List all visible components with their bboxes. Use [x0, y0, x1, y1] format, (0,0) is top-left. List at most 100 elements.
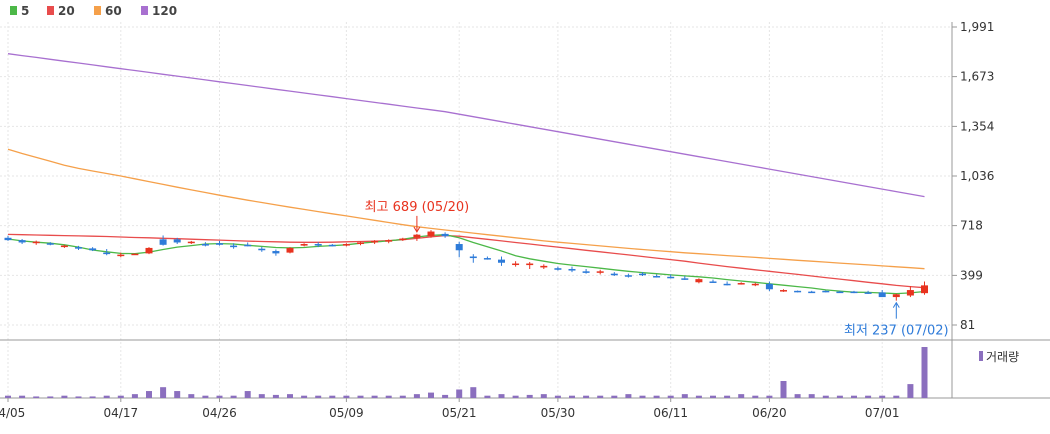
candle-body [89, 248, 97, 251]
volume-bar [597, 395, 604, 398]
volume-bar [103, 395, 110, 398]
y-tick-label: 718 [960, 219, 983, 233]
x-tick-label: 04/05 [0, 406, 25, 420]
volume-bar [329, 395, 336, 398]
volume-bar [484, 395, 491, 398]
volume-bar [413, 394, 420, 398]
candle-body [187, 241, 195, 244]
candle-body [921, 285, 928, 294]
x-tick-label: 05/09 [329, 406, 364, 420]
candle-body [201, 244, 209, 246]
volume-bar [681, 394, 688, 398]
candle-body [892, 294, 900, 298]
volume-bar [146, 391, 152, 398]
candle-body [568, 268, 576, 271]
candle-body [371, 240, 379, 243]
volume-bar [921, 347, 928, 398]
candle-body [780, 290, 787, 292]
candle-body [441, 233, 449, 237]
svg-text:120: 120 [152, 4, 177, 18]
volume-bar [865, 395, 872, 398]
candle-body [300, 244, 308, 246]
y-tick-label: 1,991 [960, 20, 994, 34]
volume-bar [442, 394, 449, 398]
candle-body [765, 283, 773, 290]
svg-text:20: 20 [58, 4, 75, 18]
volume-bar [216, 395, 223, 398]
legend-item-ma5[interactable]: 5 [10, 4, 29, 18]
volume-bar [301, 395, 308, 398]
volume-bar [272, 394, 279, 398]
candle-body [399, 238, 407, 241]
candle-body [864, 292, 872, 294]
volume-bar [512, 395, 519, 398]
volume-bar [724, 395, 731, 398]
volume-bar [174, 391, 181, 398]
volume-bar [202, 395, 209, 398]
candle-body [357, 242, 364, 245]
x-tick-label: 04/17 [104, 406, 139, 420]
candle-body [413, 234, 421, 238]
legend-item-ma60[interactable]: 60 [94, 4, 122, 18]
volume-bar [794, 394, 801, 398]
volume-bar [160, 387, 167, 398]
legend-item-ma120[interactable]: 120 [141, 4, 177, 18]
volume-bar [456, 389, 463, 398]
volume-bar [470, 387, 477, 398]
volume-bar [75, 396, 82, 398]
volume-bars [5, 347, 928, 398]
candle-body [75, 247, 82, 249]
svg-text:거래량: 거래량 [986, 350, 1019, 364]
candle-body [18, 240, 26, 243]
volume-bar [710, 395, 716, 398]
series-line-ma60 [7, 148, 925, 270]
volume-bar [33, 396, 40, 398]
volume-bar [653, 395, 660, 398]
volume-bar [244, 391, 251, 398]
y-tick-label: 1,673 [960, 70, 994, 84]
volume-bar [540, 394, 547, 398]
candle-body [878, 292, 886, 298]
annotations: 최고 689 (05/20) 최저 237 (07/02) [365, 200, 949, 339]
volume-bar [780, 381, 787, 398]
candle-body [906, 290, 914, 296]
volume-bar [47, 396, 54, 398]
volume-bar [89, 396, 96, 398]
volume-bar [287, 394, 293, 398]
candle-body [667, 276, 675, 279]
candle-body [131, 253, 139, 256]
candle-body [639, 273, 646, 276]
candle-body [653, 276, 661, 278]
low-label: 최저 237 (07/02) [844, 324, 949, 339]
candle-body [836, 291, 844, 294]
volume-bar [188, 394, 195, 398]
volume-bar [836, 395, 843, 398]
volume-bar [371, 395, 378, 398]
candle-body [483, 258, 491, 260]
volume-bar [230, 395, 237, 398]
volume-bar [625, 394, 632, 398]
volume-bar [117, 395, 124, 398]
candle-body [850, 291, 858, 294]
candle-body [709, 281, 717, 283]
candle-body [258, 248, 266, 251]
x-tick-label: 07/01 [865, 406, 900, 420]
volume-bar [907, 384, 914, 398]
candle-body [723, 283, 731, 286]
volume-bar [822, 395, 829, 398]
candle-body [60, 245, 68, 248]
volume-bar [131, 394, 138, 398]
candle-body [554, 268, 562, 270]
volume-bar [766, 395, 773, 398]
x-axis-ticks: 04/05 04/17 04/26 05/09 05/21 05/30 06/11 06/20… [0, 398, 899, 420]
legend-item-ma20[interactable]: 20 [47, 4, 75, 18]
candle-body [469, 256, 477, 259]
volume-bar [5, 395, 11, 398]
candle-body [103, 252, 111, 255]
svg-text:60: 60 [105, 4, 122, 18]
volume-bar [851, 395, 857, 398]
volume-bar [357, 395, 364, 398]
volume-bar [498, 394, 505, 398]
candle-body [173, 239, 181, 243]
candle-body [385, 240, 393, 242]
